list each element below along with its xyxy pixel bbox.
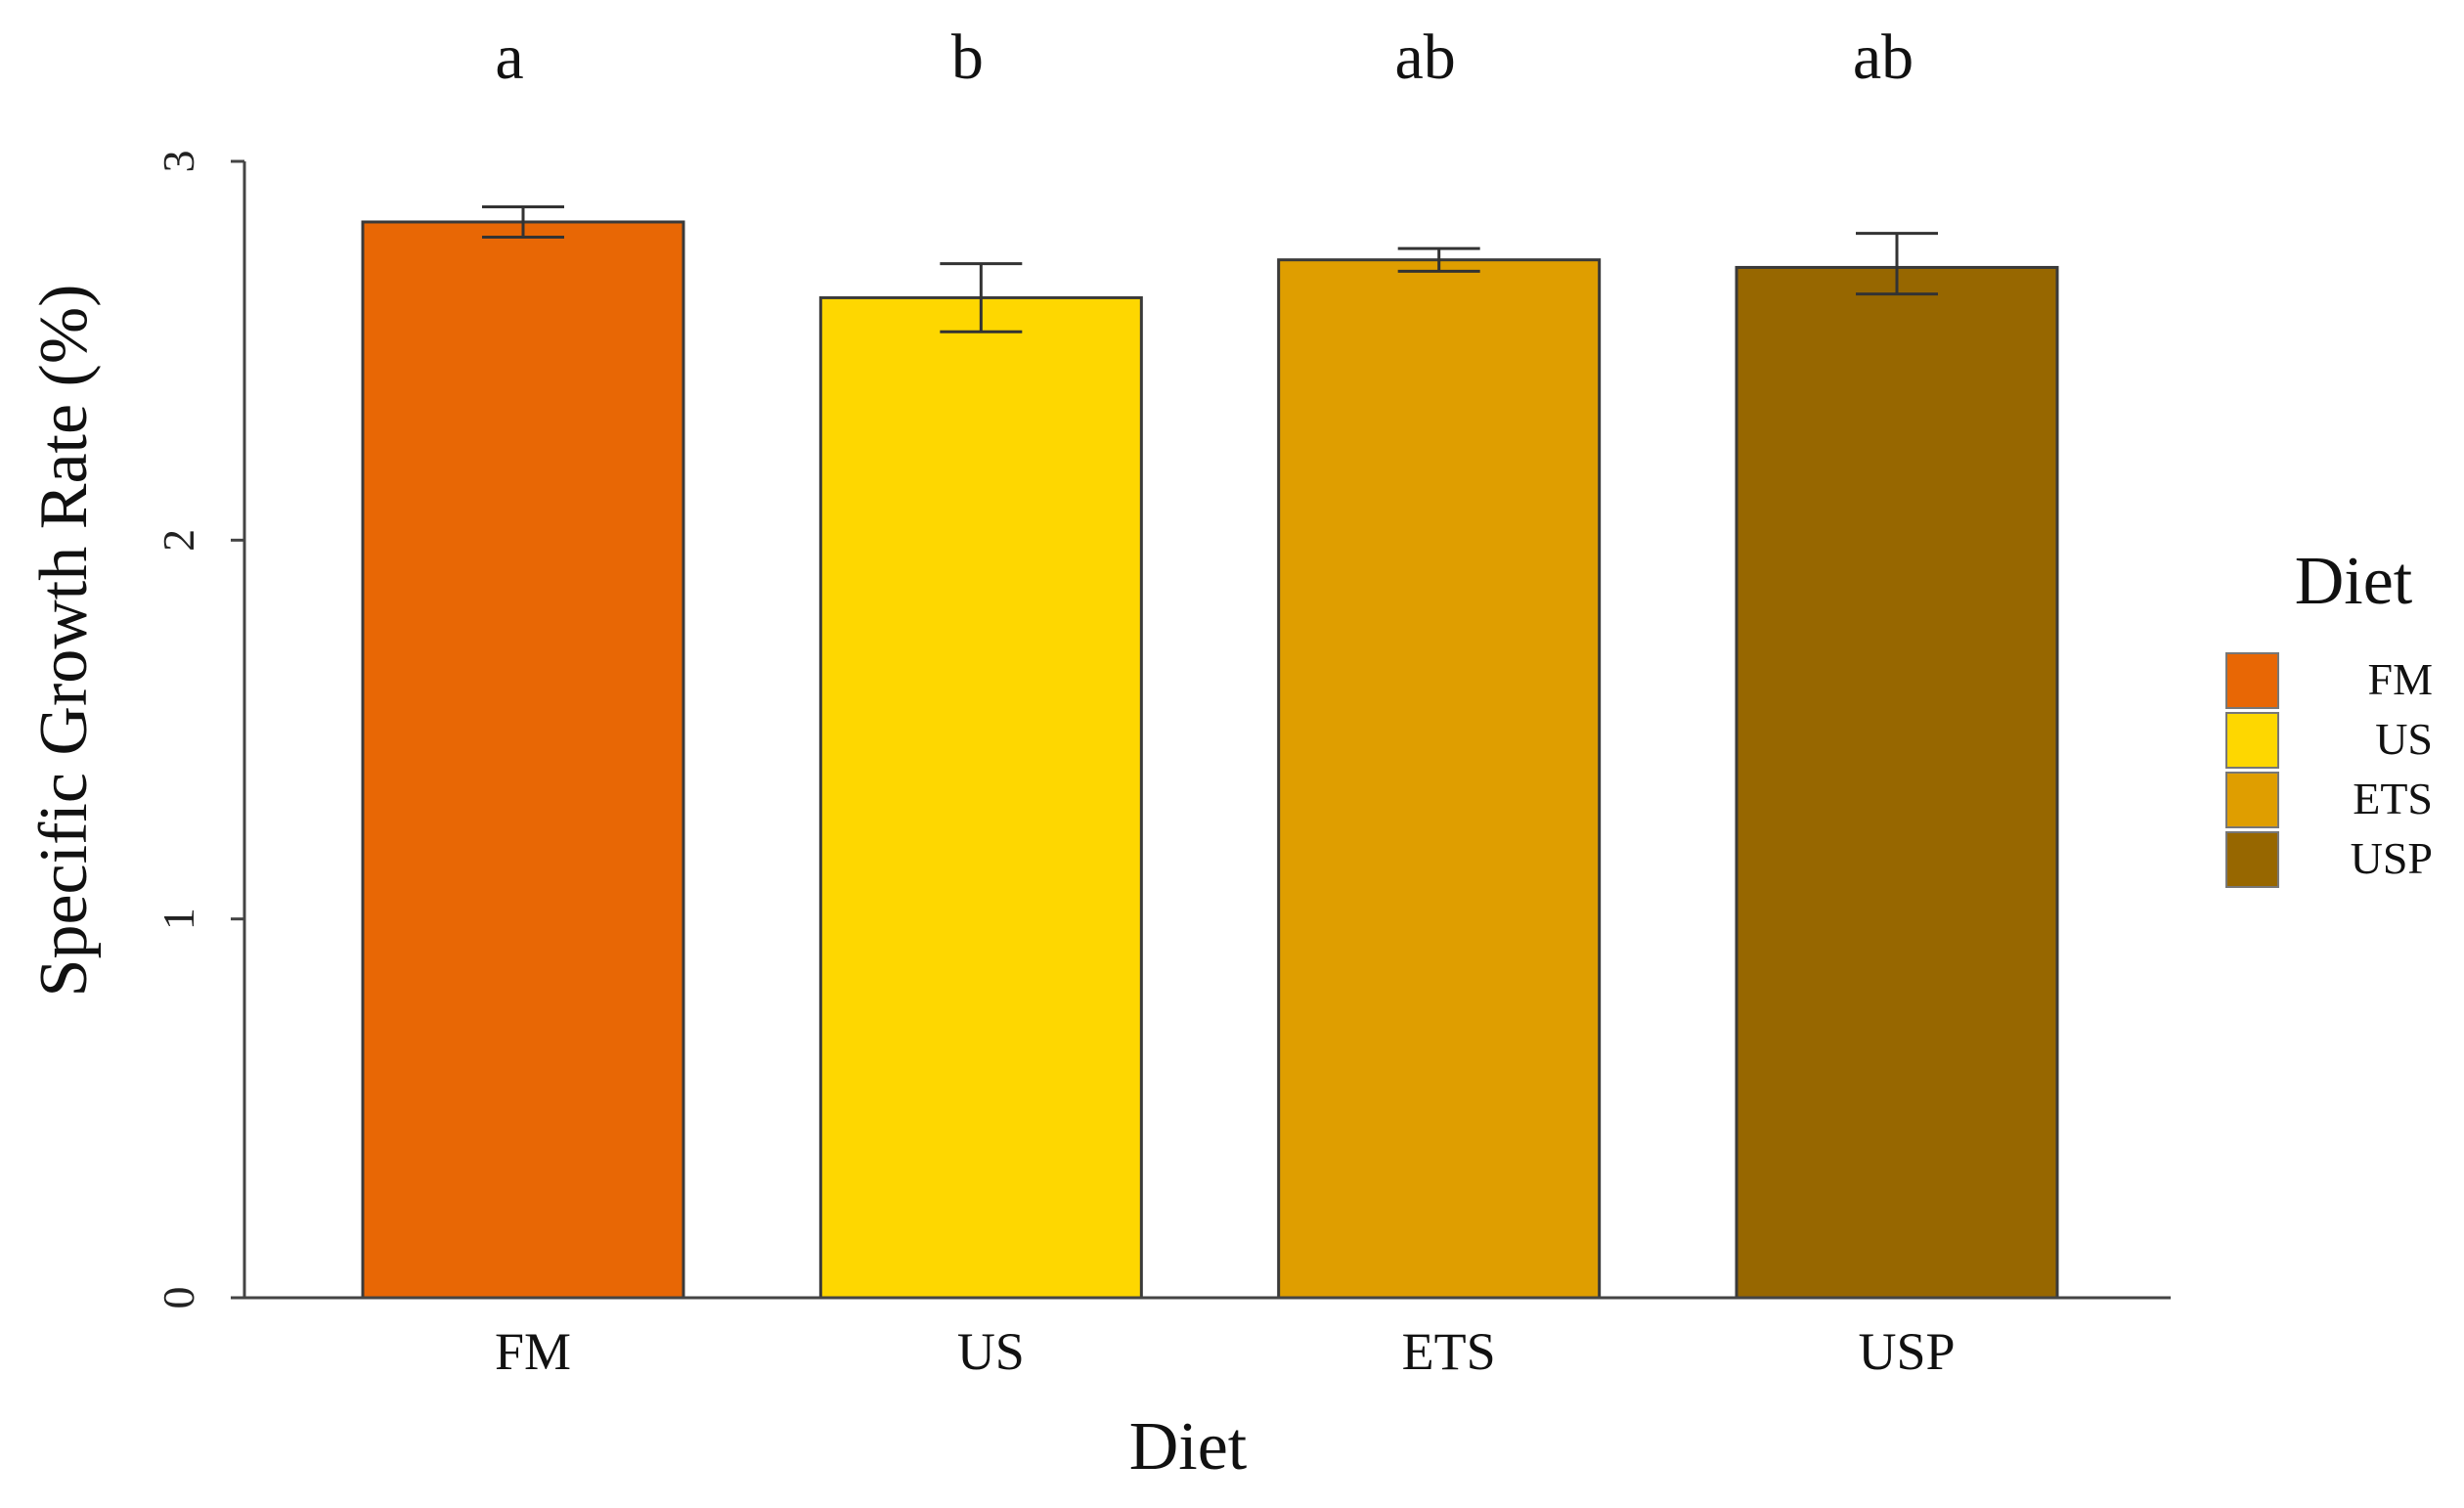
bar bbox=[818, 295, 1143, 1300]
significance-letter: b bbox=[951, 22, 984, 93]
legend: Diet FM US ETS USP bbox=[2225, 544, 2433, 888]
y-ticks: 0 1 2 3 bbox=[154, 151, 244, 1309]
axes bbox=[242, 161, 2171, 1300]
legend-label: US bbox=[2375, 714, 2433, 764]
x-tick-label: US bbox=[957, 1322, 1025, 1381]
bar bbox=[1735, 265, 2059, 1300]
significance-letter: ab bbox=[1395, 22, 1456, 93]
y-axis-title: Specific Growth Rate (%) bbox=[26, 285, 102, 998]
legend-swatch bbox=[2225, 831, 2279, 888]
bar bbox=[1277, 258, 1602, 1300]
x-axis-title: Diet bbox=[1129, 1409, 1248, 1485]
bars bbox=[361, 220, 2059, 1300]
significance-letter: ab bbox=[1853, 22, 1914, 93]
legend-label: FM bbox=[2368, 654, 2433, 704]
legend-label: USP bbox=[2351, 833, 2433, 883]
legend-swatch bbox=[2225, 652, 2279, 709]
legend-title: Diet bbox=[2295, 544, 2413, 619]
x-tick-label: FM bbox=[495, 1322, 571, 1381]
x-tick-label: ETS bbox=[1402, 1322, 1496, 1381]
significance-letter: a bbox=[495, 22, 523, 93]
error-bars bbox=[482, 204, 1938, 333]
legend-label: ETS bbox=[2353, 774, 2433, 823]
legend-swatch bbox=[2225, 712, 2279, 769]
y-tick-label: 3 bbox=[154, 151, 203, 173]
legend-items: FM US ETS USP bbox=[2225, 652, 2433, 888]
significance-letters: a b ab ab bbox=[495, 22, 1914, 93]
x-tick-labels: FM US ETS USP bbox=[495, 1322, 1956, 1381]
bar bbox=[361, 220, 685, 1300]
y-tick-label: 0 bbox=[154, 1287, 203, 1309]
x-tick-label: USP bbox=[1858, 1322, 1955, 1381]
y-tick-label: 2 bbox=[154, 529, 203, 552]
legend-swatch bbox=[2225, 772, 2279, 828]
y-tick-label: 1 bbox=[154, 908, 203, 930]
